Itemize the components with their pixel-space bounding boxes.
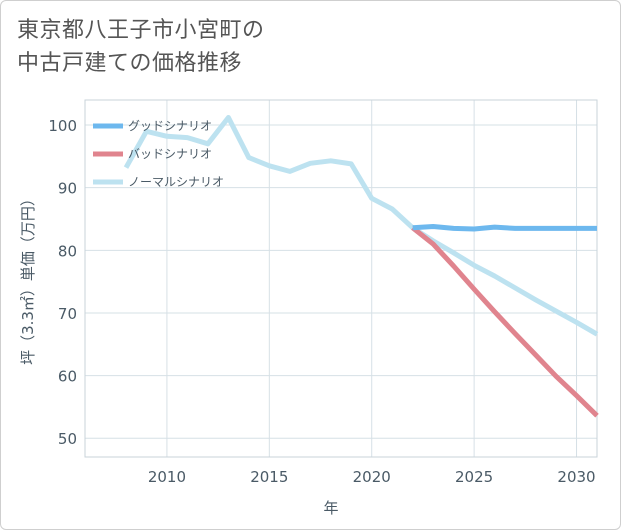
series-line-0 (412, 224, 597, 232)
y-tick-label: 90 (58, 180, 77, 198)
y-tick-label: 70 (58, 305, 77, 323)
grid-lines (85, 100, 597, 457)
legend-label: バッドシナリオ (128, 147, 212, 161)
y-tick-label: 60 (58, 368, 77, 386)
x-axis-title: 年 (323, 499, 338, 517)
legend-label: ノーマルシナリオ (128, 175, 224, 189)
legend-label: グッドシナリオ (128, 119, 212, 133)
x-tick-label: 2025 (455, 468, 493, 486)
x-tick-label: 2020 (353, 468, 391, 486)
plot-area-border (84, 99, 598, 458)
y-axis-title: 坪（3.3㎡）単価（万円） (19, 191, 37, 365)
x-tick-label: 2030 (557, 468, 595, 486)
chart-title-line2: 中古戸建ての価格推移 (17, 51, 243, 76)
series-line-2 (123, 115, 599, 337)
x-tick-label: 2015 (250, 468, 288, 486)
chart-title: 東京都八王子市小宮町の 中古戸建ての価格推移 (17, 14, 265, 80)
y-tick-label: 50 (58, 430, 77, 448)
y-tick-label: 80 (58, 242, 77, 260)
series-lines (123, 115, 599, 418)
series-line-1 (411, 225, 599, 418)
y-tick-labels: 50 60 70 80 90 100 (48, 117, 77, 448)
y-tick-label: 100 (48, 117, 77, 135)
x-tick-label: 2010 (148, 468, 186, 486)
chart-title-line1: 東京都八王子市小宮町の (17, 18, 265, 43)
x-tick-labels: 2010 2015 2020 2025 2030 (148, 468, 596, 486)
